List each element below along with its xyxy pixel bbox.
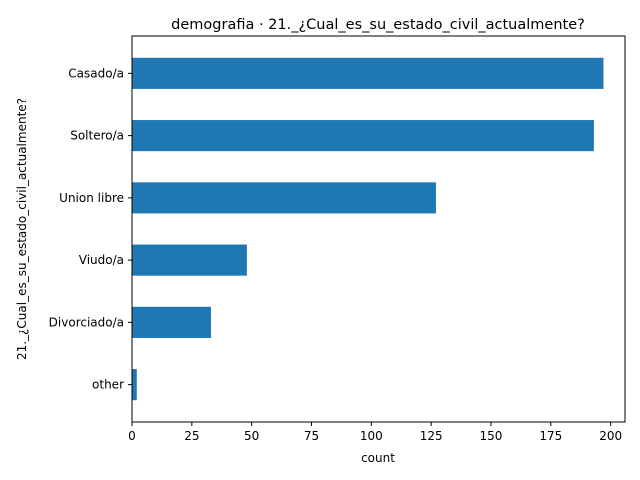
y-axis-ticks: Casado/a Soltero/a Union libre Viudo/a Divor… [49, 66, 132, 392]
bar-divorciado-a [132, 306, 211, 338]
x-axis-ticks: 0 25 50 75 100 125 150 175 200 [128, 422, 622, 443]
chart-title: demografia · 21._¿Cual_es_su_estado_civi… [171, 17, 585, 33]
y-tick-label: Soltero/a [70, 129, 124, 143]
x-tick-label: 75 [304, 429, 319, 443]
x-tick-label: 25 [184, 429, 199, 443]
x-tick-label: 125 [420, 429, 443, 443]
y-axis-title: 21._¿Cual_es_su_estado_civil_actualmente… [15, 98, 29, 360]
x-tick-label: 200 [599, 429, 622, 443]
y-tick-label: Casado/a [68, 66, 124, 80]
y-tick-label: Viudo/a [79, 253, 124, 267]
bar-union-libre [132, 182, 436, 214]
bar-other [132, 369, 137, 401]
y-tick-label: other [92, 378, 124, 392]
x-tick-label: 150 [480, 429, 503, 443]
y-tick-label: Divorciado/a [49, 315, 124, 329]
x-tick-label: 175 [539, 429, 562, 443]
x-tick-label: 50 [244, 429, 259, 443]
plot-frame [131, 35, 626, 423]
bars-group [132, 57, 604, 401]
x-tick-label: 100 [360, 429, 383, 443]
bar-viudo-a [132, 244, 247, 276]
x-tick-label: 0 [128, 429, 136, 443]
x-axis-title: count [361, 451, 395, 465]
bar-soltero-a [132, 120, 594, 152]
bar-casado-a [132, 57, 604, 89]
y-tick-label: Union libre [59, 191, 124, 205]
